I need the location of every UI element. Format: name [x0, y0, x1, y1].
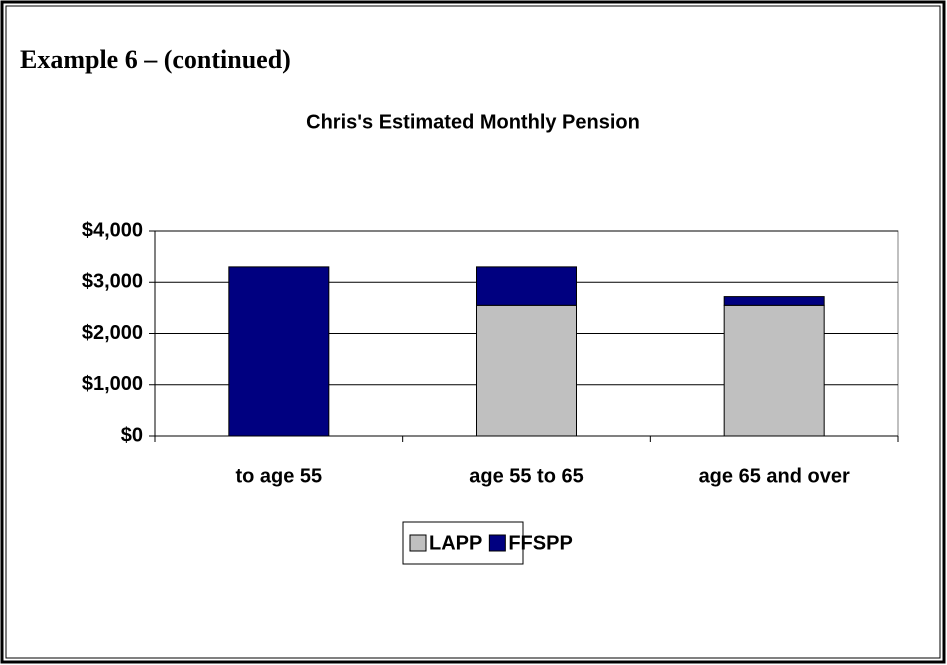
bar-segment	[723, 304, 825, 437]
y-tick-label: $0	[121, 424, 143, 446]
y-tick-label: $1,000	[82, 373, 143, 395]
x-tick-label: age 65 and over	[699, 465, 850, 487]
x-tick-label: age 55 to 65	[469, 465, 584, 487]
legend-label: FFSPP	[508, 532, 572, 554]
slide-border-inner	[5, 5, 941, 659]
chart-title: Chris's Estimated Monthly Pension	[306, 111, 640, 133]
y-tick-label: $4,000	[82, 219, 143, 241]
y-tick-label: $2,000	[82, 322, 143, 344]
legend-label: LAPP	[429, 532, 482, 554]
x-tick-label: to age 55	[235, 465, 322, 487]
bar-segment	[476, 304, 577, 437]
legend-swatch	[409, 534, 427, 552]
bar-segment	[723, 296, 825, 306]
bar-segment	[476, 266, 577, 306]
legend-swatch	[488, 534, 506, 552]
heading: Example 6 – (continued)	[20, 45, 291, 74]
y-tick-label: $3,000	[82, 271, 143, 293]
bar-segment	[228, 266, 330, 437]
